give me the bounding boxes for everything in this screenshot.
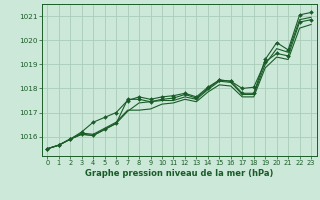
X-axis label: Graphe pression niveau de la mer (hPa): Graphe pression niveau de la mer (hPa) bbox=[85, 169, 273, 178]
